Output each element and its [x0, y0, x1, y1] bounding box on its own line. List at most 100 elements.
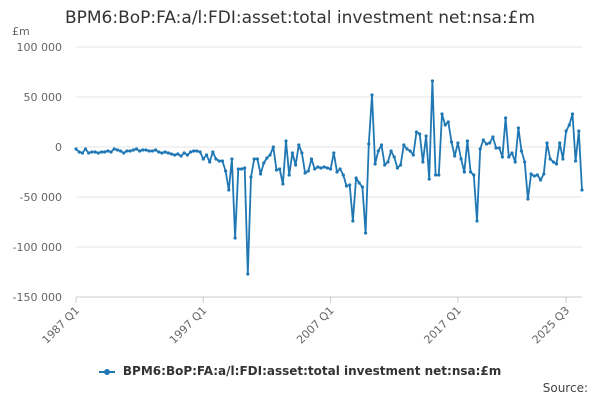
data-point[interactable] — [112, 147, 116, 151]
data-point[interactable] — [96, 151, 100, 155]
data-point[interactable] — [535, 173, 540, 177]
data-point[interactable] — [306, 169, 310, 173]
data-point[interactable] — [440, 112, 444, 116]
data-point[interactable] — [500, 155, 504, 159]
data-point[interactable] — [189, 150, 193, 154]
data-point[interactable] — [510, 151, 514, 155]
data-point[interactable] — [239, 167, 244, 171]
data-point[interactable] — [115, 148, 119, 152]
data-point[interactable] — [144, 148, 148, 152]
data-point[interactable] — [545, 141, 549, 145]
data-point[interactable] — [179, 154, 183, 158]
data-point[interactable] — [281, 182, 285, 186]
data-point[interactable] — [322, 165, 326, 169]
data-point[interactable] — [443, 123, 447, 127]
data-point[interactable] — [402, 143, 406, 147]
data-point[interactable] — [373, 162, 377, 166]
data-point[interactable] — [542, 172, 546, 176]
data-point[interactable] — [185, 153, 189, 157]
data-point[interactable] — [341, 173, 345, 177]
data-point[interactable] — [564, 129, 568, 133]
data-point[interactable] — [268, 153, 272, 157]
data-point[interactable] — [106, 149, 110, 153]
data-point[interactable] — [494, 146, 498, 150]
data-point[interactable] — [370, 93, 374, 97]
data-point[interactable] — [386, 160, 390, 164]
data-point[interactable] — [577, 129, 581, 133]
data-point[interactable] — [227, 188, 231, 192]
data-point[interactable] — [316, 165, 320, 169]
data-point[interactable] — [507, 155, 511, 159]
data-point[interactable] — [99, 150, 104, 154]
data-point[interactable] — [300, 151, 304, 155]
data-point[interactable] — [418, 132, 422, 136]
data-point[interactable] — [449, 140, 454, 144]
data-point[interactable] — [437, 173, 441, 177]
data-point[interactable] — [265, 156, 269, 160]
data-point[interactable] — [364, 231, 368, 235]
data-point[interactable] — [516, 126, 521, 130]
data-point[interactable] — [399, 163, 403, 167]
data-point[interactable] — [252, 157, 256, 161]
data-point[interactable] — [128, 149, 132, 153]
data-point[interactable] — [243, 166, 247, 170]
data-point[interactable] — [141, 148, 145, 152]
data-point[interactable] — [77, 150, 81, 154]
data-point[interactable] — [109, 150, 113, 154]
data-point[interactable] — [469, 170, 473, 174]
data-point[interactable] — [119, 149, 123, 153]
data-point[interactable] — [567, 123, 571, 127]
data-point[interactable] — [484, 142, 489, 146]
data-point[interactable] — [462, 170, 466, 174]
data-point[interactable] — [163, 150, 167, 154]
data-point[interactable] — [211, 150, 215, 154]
data-point[interactable] — [421, 160, 425, 164]
data-point[interactable] — [504, 116, 508, 120]
data-point[interactable] — [230, 157, 234, 161]
data-point[interactable] — [103, 150, 107, 154]
data-point[interactable] — [154, 148, 158, 152]
data-point[interactable] — [367, 142, 371, 146]
data-point[interactable] — [411, 153, 415, 157]
data-point[interactable] — [290, 151, 294, 155]
data-point[interactable] — [297, 143, 301, 147]
data-point[interactable] — [580, 188, 584, 192]
data-point[interactable] — [558, 141, 562, 145]
data-point[interactable] — [554, 162, 559, 166]
data-point[interactable] — [255, 157, 259, 161]
data-point[interactable] — [405, 147, 409, 151]
data-point[interactable] — [157, 150, 161, 154]
data-point[interactable] — [278, 167, 282, 171]
data-point[interactable] — [513, 160, 517, 164]
data-point[interactable] — [294, 163, 298, 167]
data-point[interactable] — [395, 166, 399, 170]
data-point[interactable] — [523, 160, 527, 164]
data-point[interactable] — [303, 171, 307, 175]
data-point[interactable] — [526, 197, 530, 201]
data-point[interactable] — [150, 149, 154, 153]
data-point[interactable] — [430, 79, 434, 83]
data-point[interactable] — [389, 149, 393, 153]
data-point[interactable] — [332, 151, 336, 155]
data-point[interactable] — [233, 236, 237, 240]
data-point[interactable] — [376, 149, 380, 153]
data-point[interactable] — [249, 175, 253, 179]
data-point[interactable] — [309, 157, 314, 161]
data-point[interactable] — [529, 172, 533, 176]
data-point[interactable] — [491, 135, 495, 139]
data-point[interactable] — [122, 151, 126, 155]
data-point[interactable] — [548, 157, 552, 161]
data-point[interactable] — [351, 219, 355, 223]
data-point[interactable] — [459, 157, 463, 161]
data-point[interactable] — [424, 134, 428, 138]
data-point[interactable] — [338, 167, 342, 171]
data-point[interactable] — [169, 152, 174, 156]
data-point[interactable] — [427, 177, 431, 181]
data-point[interactable] — [83, 147, 88, 151]
data-point[interactable] — [478, 147, 482, 151]
data-point[interactable] — [488, 141, 492, 145]
data-point[interactable] — [274, 168, 279, 172]
data-point[interactable] — [344, 184, 349, 188]
data-point[interactable] — [539, 178, 543, 182]
data-point[interactable] — [383, 163, 387, 167]
